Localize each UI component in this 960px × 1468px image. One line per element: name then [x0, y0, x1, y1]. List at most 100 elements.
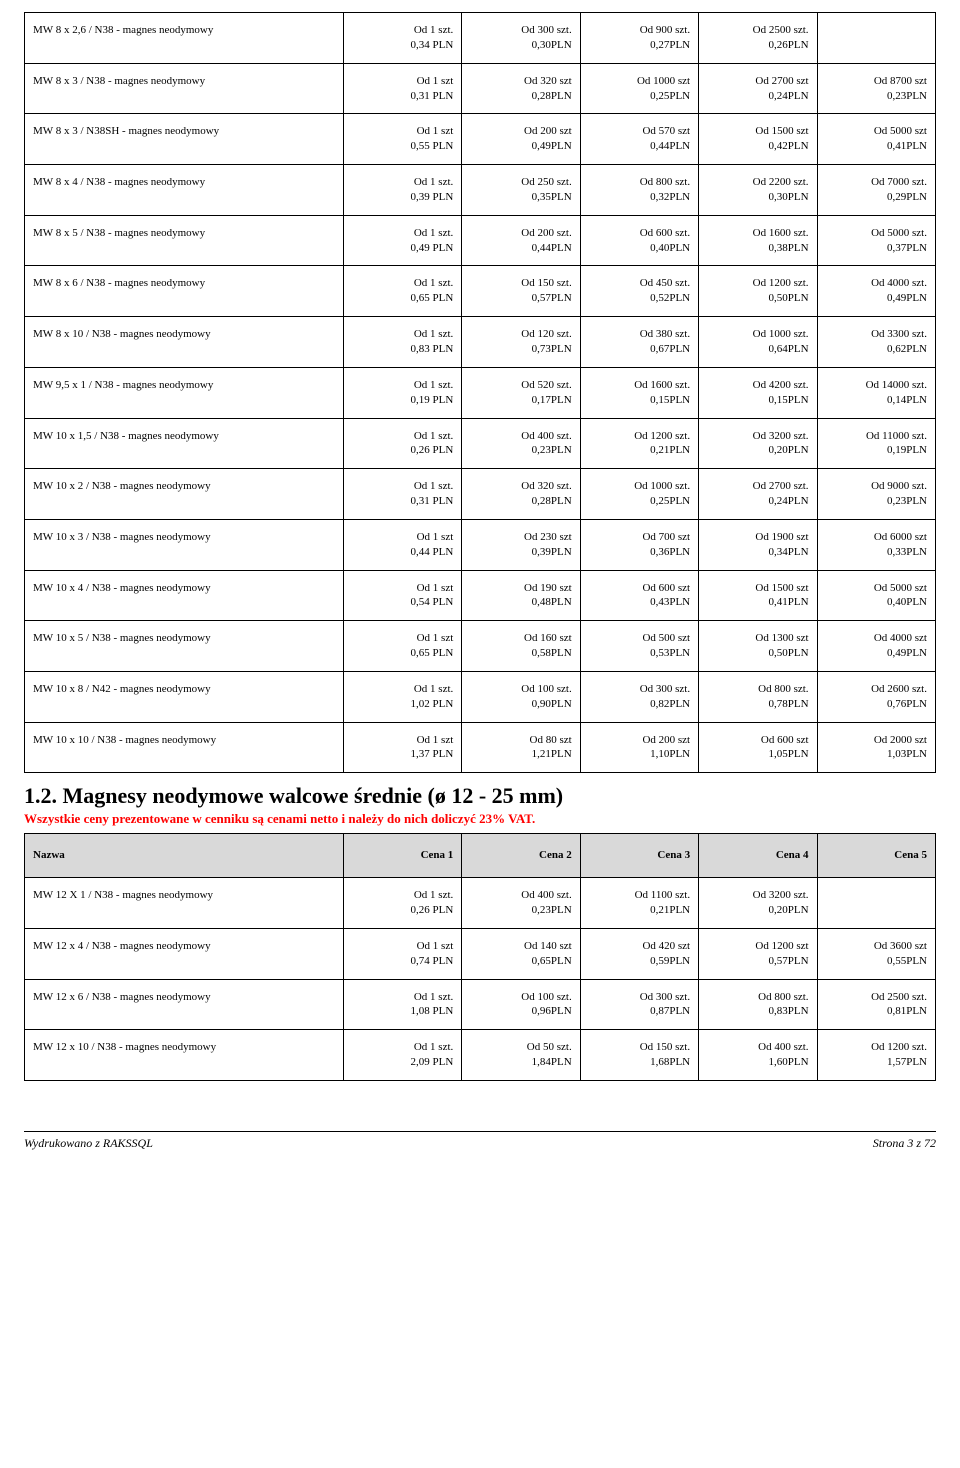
price-label: 0,65 PLN	[352, 291, 453, 306]
price-cell-4: Od 1000 szt.0,64PLN	[699, 317, 817, 368]
price-label: 0,82PLN	[589, 697, 690, 712]
qty-label: Od 320 szt	[470, 74, 571, 89]
price-label: 0,23PLN	[470, 443, 571, 458]
price-cell-5: Od 11000 szt.0,19PLN	[817, 418, 935, 469]
price-label: 0,42PLN	[707, 139, 808, 154]
price-cell-4: Od 2700 szt.0,24PLN	[699, 469, 817, 520]
price-cell-1: Od 1 szt.0,31 PLN	[343, 469, 461, 520]
qty-label: Od 600 szt	[589, 581, 690, 596]
table-row: MW 12 x 10 / N38 - magnes neodymowyOd 1 …	[25, 1030, 936, 1081]
price-label: 0,26 PLN	[352, 443, 453, 458]
price-label: 0,25PLN	[589, 494, 690, 509]
price-label: 0,21PLN	[589, 443, 690, 458]
price-label: 1,02 PLN	[352, 697, 453, 712]
price-cell-2: Od 300 szt.0,30PLN	[462, 13, 580, 64]
qty-label: Od 1 szt	[352, 74, 453, 89]
table-row: MW 10 x 4 / N38 - magnes neodymowyOd 1 s…	[25, 570, 936, 621]
price-label: 0,49PLN	[826, 646, 927, 661]
price-label: 0,31 PLN	[352, 89, 453, 104]
price-label: 0,23PLN	[826, 89, 927, 104]
table-row: MW 8 x 3 / N38 - magnes neodymowyOd 1 sz…	[25, 63, 936, 114]
qty-label: Od 200 szt.	[470, 226, 571, 241]
price-cell-4: Od 2200 szt.0,30PLN	[699, 165, 817, 216]
price-cell-3: Od 380 szt.0,67PLN	[580, 317, 698, 368]
price-label: 0,37PLN	[826, 241, 927, 256]
price-label: 0,30PLN	[707, 190, 808, 205]
table-row: MW 9,5 x 1 / N38 - magnes neodymowyOd 1 …	[25, 367, 936, 418]
price-cell-3: Od 700 szt0,36PLN	[580, 519, 698, 570]
qty-label: Od 570 szt	[589, 124, 690, 139]
price-label: 0,35PLN	[470, 190, 571, 205]
qty-label: Od 2500 szt.	[826, 990, 927, 1005]
qty-label: Od 1600 szt.	[707, 226, 808, 241]
qty-label: Od 800 szt.	[707, 682, 808, 697]
qty-label: Od 1 szt.	[352, 378, 453, 393]
table-row: MW 12 x 6 / N38 - magnes neodymowyOd 1 s…	[25, 979, 936, 1030]
price-label: 0,49 PLN	[352, 241, 453, 256]
qty-label: Od 300 szt.	[589, 682, 690, 697]
price-cell-1: Od 1 szt0,55 PLN	[343, 114, 461, 165]
price-cell-1: Od 1 szt.2,09 PLN	[343, 1030, 461, 1081]
table-row: MW 8 x 6 / N38 - magnes neodymowyOd 1 sz…	[25, 266, 936, 317]
price-cell-3: Od 450 szt.0,52PLN	[580, 266, 698, 317]
qty-label: Od 3300 szt.	[826, 327, 927, 342]
table-row: MW 10 x 8 / N42 - magnes neodymowyOd 1 s…	[25, 671, 936, 722]
price-label: 1,10PLN	[589, 747, 690, 762]
col-cena2: Cena 2	[462, 834, 580, 878]
price-cell-5: Od 3300 szt.0,62PLN	[817, 317, 935, 368]
price-label: 0,52PLN	[589, 291, 690, 306]
qty-label: Od 7000 szt.	[826, 175, 927, 190]
price-label: 0,55 PLN	[352, 139, 453, 154]
price-cell-1: Od 1 szt0,65 PLN	[343, 621, 461, 672]
qty-label: Od 150 szt.	[589, 1040, 690, 1055]
qty-label: Od 1 szt.	[352, 226, 453, 241]
price-label: 0,58PLN	[470, 646, 571, 661]
price-label: 0,81PLN	[826, 1004, 927, 1019]
price-cell-2: Od 400 szt.0,23PLN	[462, 418, 580, 469]
price-cell-3: Od 1000 szt.0,25PLN	[580, 469, 698, 520]
price-label: 0,55PLN	[826, 954, 927, 969]
price-label: 1,84PLN	[470, 1055, 571, 1070]
qty-label: Od 100 szt.	[470, 682, 571, 697]
table-row: MW 10 x 5 / N38 - magnes neodymowyOd 1 s…	[25, 621, 936, 672]
price-cell-4: Od 2700 szt0,24PLN	[699, 63, 817, 114]
qty-label: Od 1500 szt	[707, 581, 808, 596]
price-label: 0,53PLN	[589, 646, 690, 661]
qty-label: Od 1600 szt.	[589, 378, 690, 393]
qty-label: Od 11000 szt.	[826, 429, 927, 444]
price-cell-4: Od 1200 szt0,57PLN	[699, 928, 817, 979]
price-label: 0,44PLN	[589, 139, 690, 154]
price-cell-3: Od 1600 szt.0,15PLN	[580, 367, 698, 418]
price-label: 0,28PLN	[470, 494, 571, 509]
col-cena3: Cena 3	[580, 834, 698, 878]
price-label: 0,83 PLN	[352, 342, 453, 357]
price-label: 0,31 PLN	[352, 494, 453, 509]
price-label: 0,39PLN	[470, 545, 571, 560]
qty-label: Od 6000 szt	[826, 530, 927, 545]
table-row: MW 10 x 1,5 / N38 - magnes neodymowyOd 1…	[25, 418, 936, 469]
price-cell-2: Od 50 szt.1,84PLN	[462, 1030, 580, 1081]
product-name: MW 12 x 10 / N38 - magnes neodymowy	[25, 1030, 344, 1081]
price-label: 0,19PLN	[826, 443, 927, 458]
qty-label: Od 2500 szt.	[707, 23, 808, 38]
price-cell-3: Od 1100 szt.0,21PLN	[580, 878, 698, 929]
table-row: MW 8 x 2,6 / N38 - magnes neodymowyOd 1 …	[25, 13, 936, 64]
qty-label: Od 190 szt	[470, 581, 571, 596]
price-label: 2,09 PLN	[352, 1055, 453, 1070]
price-cell-5: Od 6000 szt0,33PLN	[817, 519, 935, 570]
qty-label: Od 80 szt	[470, 733, 571, 748]
price-cell-5	[817, 878, 935, 929]
price-cell-1: Od 1 szt.0,39 PLN	[343, 165, 461, 216]
price-cell-2: Od 190 szt0,48PLN	[462, 570, 580, 621]
price-cell-5: Od 3600 szt0,55PLN	[817, 928, 935, 979]
price-cell-1: Od 1 szt1,37 PLN	[343, 722, 461, 773]
page-footer: Wydrukowano z RAKSSQL Strona 3 z 72	[24, 1131, 936, 1151]
price-label: 0,41PLN	[826, 139, 927, 154]
price-label: 0,59PLN	[589, 954, 690, 969]
qty-label: Od 1 szt.	[352, 327, 453, 342]
price-label: 1,03PLN	[826, 747, 927, 762]
col-name: Nazwa	[25, 834, 344, 878]
price-table-1: MW 8 x 2,6 / N38 - magnes neodymowyOd 1 …	[24, 12, 936, 773]
product-name: MW 10 x 5 / N38 - magnes neodymowy	[25, 621, 344, 672]
price-cell-5: Od 2600 szt.0,76PLN	[817, 671, 935, 722]
